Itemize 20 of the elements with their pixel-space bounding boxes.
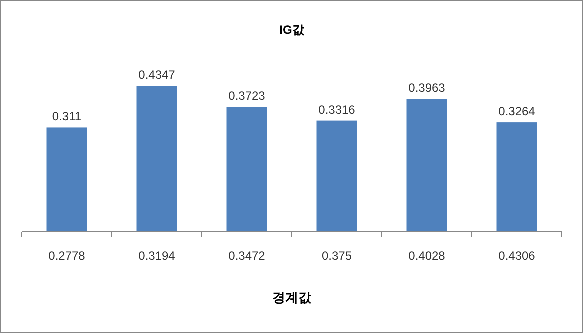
data-label: 0.311: [52, 110, 82, 124]
chart-title: IG값: [280, 23, 306, 37]
x-tick-label: 0.4028: [408, 249, 446, 263]
x-tick-label: 0.3194: [138, 249, 176, 263]
data-label: 0.3963: [408, 81, 446, 96]
data-label: 0.3264: [498, 104, 536, 119]
bar: [136, 86, 178, 232]
data-label: 0.3723: [228, 89, 266, 104]
bar: [406, 99, 448, 232]
data-label: 0.4347: [138, 68, 176, 82]
x-tick-label: 0.4306: [498, 249, 536, 263]
x-axis-title: 경계값: [272, 290, 312, 305]
x-tick-label: 0.375: [322, 249, 352, 263]
bar: [46, 128, 88, 232]
x-tick-label: 0.2778: [48, 249, 86, 263]
data-label: 0.3316: [318, 102, 356, 117]
x-tick-label: 0.3472: [228, 249, 266, 263]
bar: [496, 122, 538, 232]
bar: [316, 120, 358, 232]
bar: [226, 107, 268, 232]
